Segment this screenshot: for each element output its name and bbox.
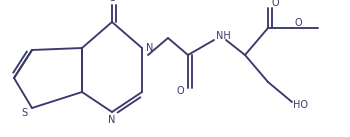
Text: N: N <box>108 115 116 125</box>
Text: N: N <box>146 43 154 53</box>
Text: O: O <box>294 18 302 28</box>
Text: S: S <box>21 108 27 118</box>
Text: O: O <box>271 0 279 8</box>
Text: O: O <box>176 86 184 96</box>
Text: HO: HO <box>293 100 308 110</box>
Text: NH: NH <box>216 31 230 41</box>
Text: O: O <box>108 0 116 3</box>
